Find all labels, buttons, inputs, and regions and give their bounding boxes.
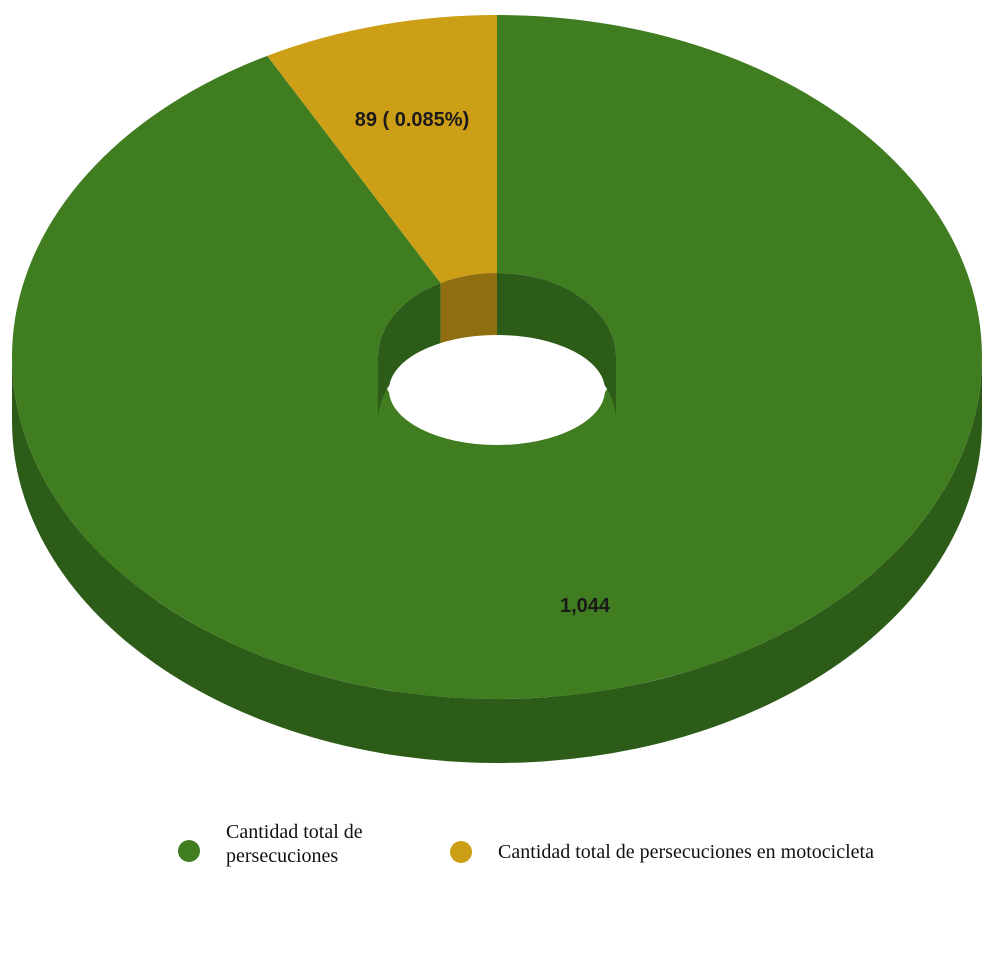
slice-motocicleta bbox=[267, 15, 497, 284]
legend-swatch-persecuciones bbox=[178, 840, 200, 862]
legend-label-motocicleta: Cantidad total de persecuciones en motoc… bbox=[498, 841, 874, 863]
legend-item-persecuciones[interactable]: Cantidad total de persecuciones bbox=[178, 820, 386, 868]
inner-wall-persecuciones-left bbox=[378, 283, 441, 421]
donut-hole bbox=[389, 335, 605, 445]
slice-persecuciones bbox=[11, 15, 982, 699]
legend-item-motocicleta[interactable]: Cantidad total de persecuciones en motoc… bbox=[450, 840, 874, 864]
inner-wall-motocicleta bbox=[440, 273, 497, 348]
legend-label-persecuciones: Cantidad total de persecuciones bbox=[226, 821, 363, 867]
chart-legend: Cantidad total de persecuciones Cantidad… bbox=[0, 820, 1004, 940]
legend-swatch-motocicleta bbox=[450, 841, 472, 863]
data-label-motocicleta: 89 ( 0.085%) bbox=[355, 109, 470, 131]
donut-chart-svg: 1,044 89 ( 0.085%) bbox=[11, 15, 982, 763]
slice-side-wall bbox=[12, 357, 982, 763]
data-label-persecuciones: 1,044 bbox=[560, 595, 611, 617]
donut-chart: 1,044 89 ( 0.085%) bbox=[11, 15, 982, 763]
